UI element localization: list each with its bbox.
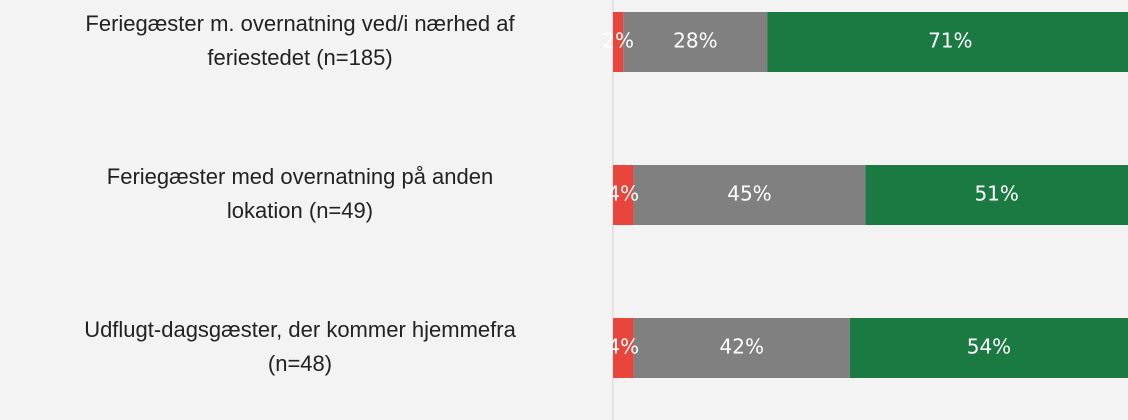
category-label: Feriegæster m. overnatning ved/i nærhed …: [85, 11, 515, 36]
bar-segment: [865, 165, 1128, 225]
value-label: 54%: [967, 335, 1011, 359]
bar-segment: [613, 318, 634, 378]
bar-segment: [633, 318, 850, 378]
category-label: Feriegæster med overnatning på anden: [107, 164, 493, 189]
category-label: lokation (n=49): [227, 198, 373, 223]
bar-segment: [623, 12, 768, 72]
value-label: 45%: [727, 182, 771, 206]
value-label: 2%: [602, 29, 634, 53]
value-label: 4%: [607, 182, 639, 206]
value-label: 71%: [928, 29, 972, 53]
bar-segment: [633, 165, 866, 225]
category-label: Udflugt-dagsgæster, der kommer hjemmefra: [84, 317, 516, 342]
bar-segment: [767, 12, 1128, 72]
category-label: feriestedet (n=185): [207, 45, 392, 70]
bar-segment: [613, 12, 624, 72]
value-label: 42%: [720, 335, 764, 359]
value-label: 28%: [673, 29, 717, 53]
bar-segment: [849, 318, 1128, 378]
value-label: 4%: [607, 335, 639, 359]
category-label: (n=48): [268, 351, 332, 376]
bar-segment: [613, 165, 634, 225]
value-label: 51%: [974, 182, 1018, 206]
